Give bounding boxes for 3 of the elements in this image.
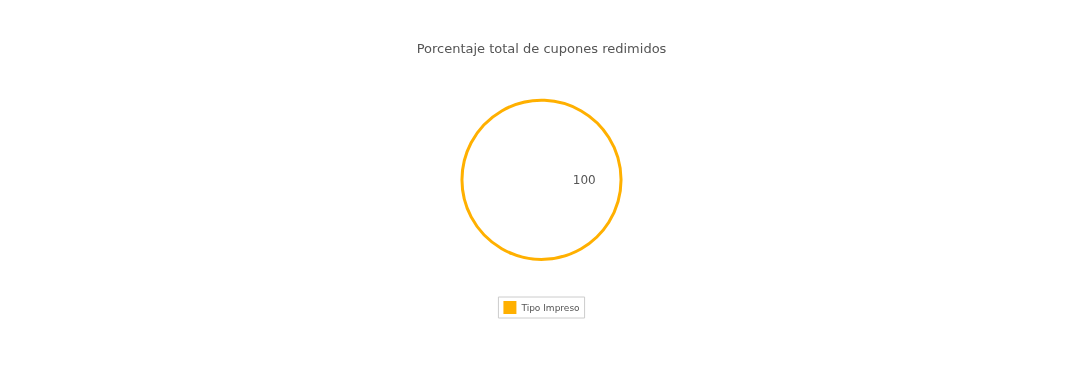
legend-label: Tipo Impreso [520,302,581,313]
chart-title: Porcentaje total de cupones redimidos [416,41,667,56]
data-label: 100 [572,172,596,187]
